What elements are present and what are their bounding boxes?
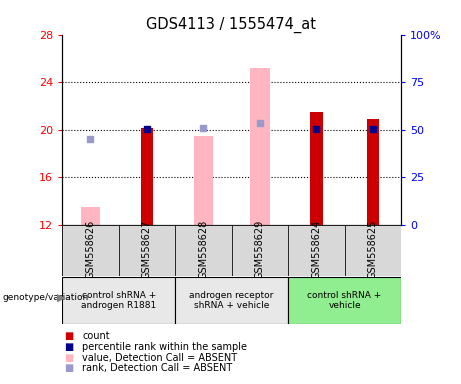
Text: GSM558627: GSM558627 (142, 220, 152, 279)
Bar (141, 128, 153, 225)
Bar (175, 225, 231, 276)
Bar (194, 136, 213, 225)
Text: GSM558628: GSM558628 (198, 220, 208, 279)
Text: ■: ■ (65, 331, 74, 341)
Text: rank, Detection Call = ABSENT: rank, Detection Call = ABSENT (82, 363, 232, 373)
Bar (344, 225, 401, 276)
Bar (288, 277, 401, 323)
Text: GDS4113 / 1555474_at: GDS4113 / 1555474_at (146, 17, 315, 33)
Text: percentile rank within the sample: percentile rank within the sample (82, 342, 247, 352)
Bar (175, 277, 288, 323)
Bar (250, 68, 270, 225)
Bar (231, 225, 288, 276)
Text: ■: ■ (65, 342, 74, 352)
Text: GSM558625: GSM558625 (368, 220, 378, 279)
Bar (62, 225, 118, 276)
Text: value, Detection Call = ABSENT: value, Detection Call = ABSENT (82, 353, 237, 362)
Bar (62, 277, 175, 323)
Bar (288, 225, 344, 276)
Text: control shRNA +
androgen R1881: control shRNA + androgen R1881 (81, 291, 156, 310)
Text: genotype/variation: genotype/variation (2, 293, 89, 302)
Text: ■: ■ (65, 353, 74, 362)
Text: count: count (82, 331, 110, 341)
Text: GSM558629: GSM558629 (255, 220, 265, 279)
Text: androgen receptor
shRNA + vehicle: androgen receptor shRNA + vehicle (189, 291, 274, 310)
Text: GSM558626: GSM558626 (85, 220, 95, 279)
Bar (81, 207, 100, 225)
Text: ▶: ▶ (57, 293, 65, 303)
Bar (310, 112, 323, 225)
Bar (118, 225, 175, 276)
Text: control shRNA +
vehicle: control shRNA + vehicle (307, 291, 382, 310)
Text: ■: ■ (65, 363, 74, 373)
Bar (366, 119, 379, 225)
Text: GSM558624: GSM558624 (311, 220, 321, 279)
